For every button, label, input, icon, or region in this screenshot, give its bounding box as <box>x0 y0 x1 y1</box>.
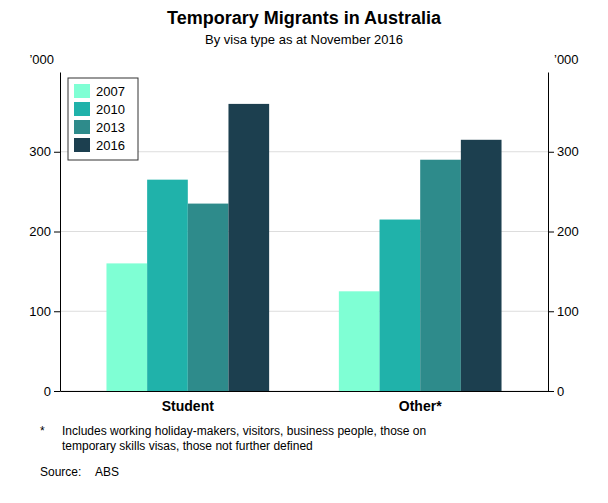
tick: 0 <box>548 384 564 399</box>
x-axis: Student Other* <box>61 392 549 414</box>
legend-swatch <box>74 102 90 116</box>
y-axis-label: ’000 <box>29 52 54 67</box>
bar <box>380 220 421 391</box>
y-axis: 0 100 200 300 <box>29 73 60 399</box>
tick: Student <box>162 398 214 414</box>
tick: 300 <box>29 144 60 159</box>
annotation-line: Includes working holiday-makers, visitor… <box>62 424 426 438</box>
tick: 200 <box>29 224 60 239</box>
tick-mark <box>548 311 554 312</box>
bar <box>228 104 269 391</box>
tick-label: 100 <box>29 304 51 319</box>
y2-axis: 0 100 200 300 <box>548 73 579 399</box>
legend-label: 2007 <box>96 84 125 99</box>
tick: Other* <box>399 398 442 414</box>
legend-item: 2016 <box>74 138 125 153</box>
legend-swatch <box>74 138 90 152</box>
tick-label: Student <box>162 398 214 414</box>
tick: 300 <box>548 144 579 159</box>
legend-box <box>68 78 138 160</box>
bar <box>147 180 188 391</box>
legend-label: 2010 <box>96 102 125 117</box>
tick-mark <box>54 391 60 392</box>
legend: 2007 2010 2013 2016 <box>68 78 138 160</box>
tick: 100 <box>548 304 579 319</box>
annotation: Includes working holiday-makers, visitor… <box>62 424 426 453</box>
bar <box>461 140 502 391</box>
bar <box>106 263 147 391</box>
tick-label: 100 <box>557 304 579 319</box>
legend-item: 2007 <box>74 84 125 99</box>
tick: 100 <box>29 304 60 319</box>
legend-label: 2013 <box>96 120 125 135</box>
bar <box>339 291 380 391</box>
tick-mark <box>548 391 554 392</box>
tick-label: 200 <box>29 224 51 239</box>
tick-label: Other* <box>399 398 442 414</box>
legend-label: 2016 <box>96 138 125 153</box>
tick: 200 <box>548 224 579 239</box>
axis-line <box>60 73 61 392</box>
title: Temporary Migrants in Australia <box>167 8 442 28</box>
annotation-label: * <box>40 424 45 438</box>
axis-line <box>61 391 549 392</box>
plot: 0 100 200 300 0 100 200 300 Student Other* ’000 ’00… <box>29 52 578 414</box>
legend-item: 2010 <box>74 102 125 117</box>
bar <box>420 160 461 391</box>
chart: Temporary Migrants in Australia By visa t… <box>0 0 608 503</box>
tick-mark <box>54 152 60 153</box>
tick-mark <box>54 311 60 312</box>
bar <box>188 204 229 391</box>
legend-item: 2013 <box>74 120 125 135</box>
annotation-label: Source: <box>40 465 81 479</box>
annotation: ABS <box>95 465 119 479</box>
legend-swatch <box>74 84 90 98</box>
tick: 0 <box>44 384 60 399</box>
annotation-line: temporary skills visas, those not furthe… <box>62 439 313 453</box>
annotation-line: ABS <box>95 465 119 479</box>
tick-label: 300 <box>557 144 579 159</box>
tick-label: 0 <box>44 384 51 399</box>
bars <box>106 104 501 391</box>
tick-mark <box>548 152 554 153</box>
legend-swatch <box>74 120 90 134</box>
tick-mark <box>548 232 554 233</box>
subtitle: By visa type as at November 2016 <box>205 32 403 47</box>
tick-mark <box>54 232 60 233</box>
tick-label: 200 <box>557 224 579 239</box>
y2-axis-label: ’000 <box>554 52 579 67</box>
tick-label: 0 <box>557 384 564 399</box>
tick-label: 300 <box>29 144 51 159</box>
